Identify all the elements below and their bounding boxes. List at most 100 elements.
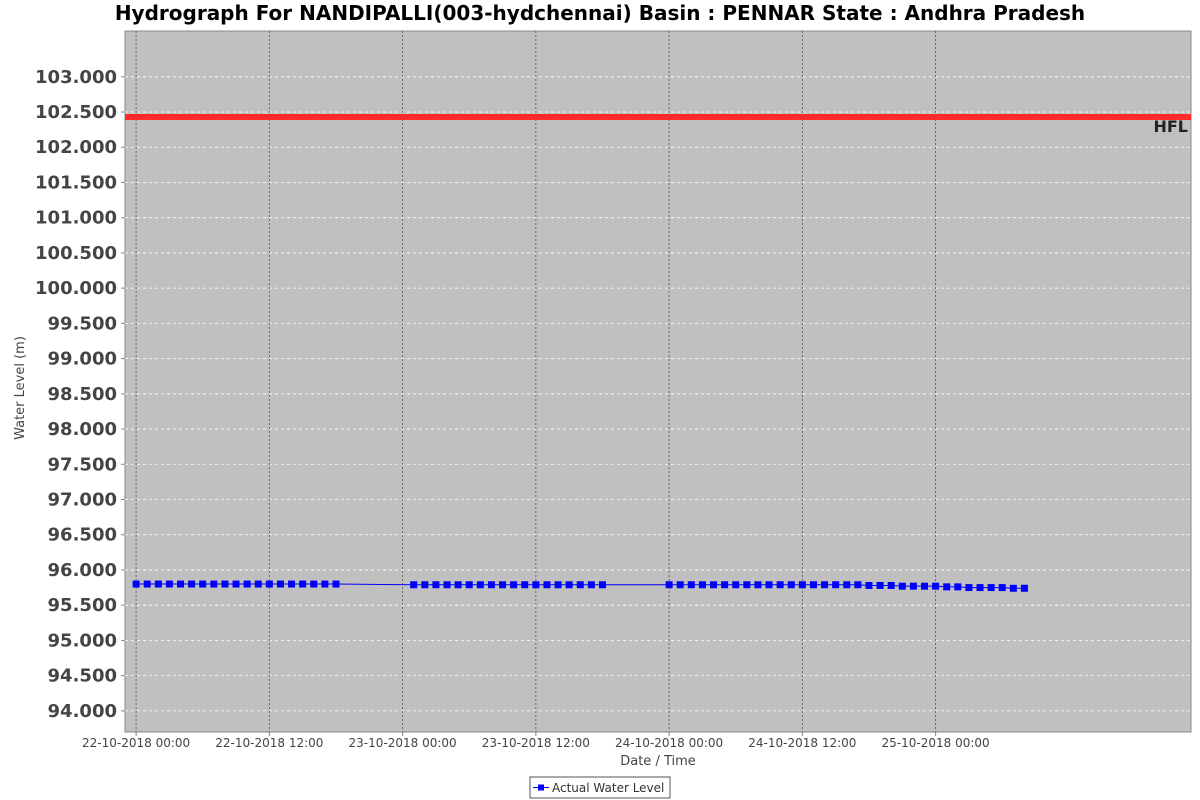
data-point (465, 581, 473, 589)
data-point (410, 581, 418, 589)
legend: Actual Water Level (529, 776, 671, 799)
data-point (276, 580, 284, 588)
data-point (332, 580, 340, 588)
data-point (587, 581, 595, 589)
data-point (776, 581, 784, 589)
legend-label: Actual Water Level (552, 781, 664, 795)
x-tick-label: 24-10-2018 12:00 (748, 736, 856, 750)
y-tick-label: 103.000 (35, 67, 117, 88)
data-point (765, 581, 773, 589)
data-point (954, 583, 962, 591)
data-point (221, 580, 229, 588)
y-tick-label: 102.500 (35, 102, 117, 123)
data-point (987, 584, 995, 592)
data-point (909, 582, 917, 590)
data-point (265, 580, 273, 588)
y-tick-label: 99.000 (48, 349, 117, 370)
data-point (865, 581, 873, 589)
data-point (809, 581, 817, 589)
data-point (732, 581, 740, 589)
data-point (521, 581, 529, 589)
legend-box (529, 776, 671, 799)
y-axis-label: Water Level (m) (13, 336, 28, 440)
data-point (721, 581, 729, 589)
data-point (665, 581, 673, 589)
data-point (432, 581, 440, 589)
y-tick-label: 95.500 (48, 595, 117, 616)
y-tick-label: 99.500 (48, 313, 117, 334)
data-point (876, 581, 884, 589)
data-point (210, 580, 218, 588)
x-tick-label: 23-10-2018 12:00 (482, 736, 590, 750)
x-tick-label: 23-10-2018 00:00 (349, 736, 457, 750)
data-point (832, 581, 840, 589)
chart-title: Hydrograph For NANDIPALLI(003-hydchennai… (115, 1, 1085, 25)
y-tick-label: 97.000 (48, 490, 117, 511)
y-axis: 94.000 94.500 95.000 95.500 96.000 96.500 97.0… (35, 67, 125, 722)
data-point (843, 581, 851, 589)
data-point (598, 581, 606, 589)
data-point (443, 581, 451, 589)
data-point (565, 581, 573, 589)
data-point (976, 584, 984, 592)
data-point (710, 581, 718, 589)
series-line (136, 583, 1025, 589)
data-point (921, 582, 928, 590)
series-actual-water-level (132, 580, 1028, 592)
data-point (476, 581, 484, 589)
data-point (232, 580, 240, 588)
data-point (543, 581, 551, 589)
data-point (854, 581, 862, 589)
y-tick-label: 98.000 (48, 419, 117, 440)
data-point (932, 582, 940, 590)
data-point (487, 581, 495, 589)
data-point (188, 580, 196, 588)
gridlines (125, 31, 1191, 732)
y-tick-label: 100.500 (35, 243, 117, 264)
x-tick-label: 25-10-2018 00:00 (882, 736, 990, 750)
data-point (1020, 584, 1028, 592)
y-tick-label: 96.500 (48, 525, 117, 546)
data-point (687, 581, 695, 589)
data-point (321, 580, 329, 588)
data-point (554, 581, 562, 589)
data-point (787, 581, 795, 589)
data-point (499, 581, 507, 589)
data-point (199, 580, 207, 588)
plot-area (124, 30, 1192, 733)
y-tick-label: 101.000 (35, 208, 117, 229)
data-point (887, 581, 895, 589)
data-point (243, 580, 251, 588)
data-point (576, 581, 584, 589)
data-point (754, 581, 762, 589)
legend-marker-swatch (538, 784, 544, 791)
data-point (132, 580, 140, 588)
data-point (1009, 584, 1017, 592)
data-point (254, 580, 262, 588)
x-tick-label: 22-10-2018 00:00 (82, 736, 190, 750)
data-point (288, 580, 296, 588)
hfl-label: HFL (1153, 117, 1188, 136)
data-point (165, 580, 173, 588)
data-point (532, 581, 540, 589)
data-point (421, 581, 429, 589)
data-point (898, 582, 906, 590)
y-tick-label: 96.000 (48, 560, 117, 581)
data-point (310, 580, 318, 588)
data-point (510, 581, 518, 589)
data-point (998, 584, 1006, 592)
y-tick-label: 94.500 (48, 666, 117, 687)
data-point (143, 580, 151, 588)
y-tick-label: 102.000 (35, 137, 117, 158)
data-point (698, 581, 706, 589)
data-point (676, 581, 684, 589)
y-tick-label: 100.000 (35, 278, 117, 299)
data-point (965, 584, 973, 592)
x-axis: 22-10-2018 00:00 22-10-2018 12:00 23-10-20… (82, 732, 990, 750)
data-point (743, 581, 751, 589)
y-tick-label: 94.000 (48, 701, 117, 722)
y-tick-label: 97.500 (48, 454, 117, 475)
data-point (299, 580, 307, 588)
x-tick-label: 24-10-2018 00:00 (615, 736, 723, 750)
